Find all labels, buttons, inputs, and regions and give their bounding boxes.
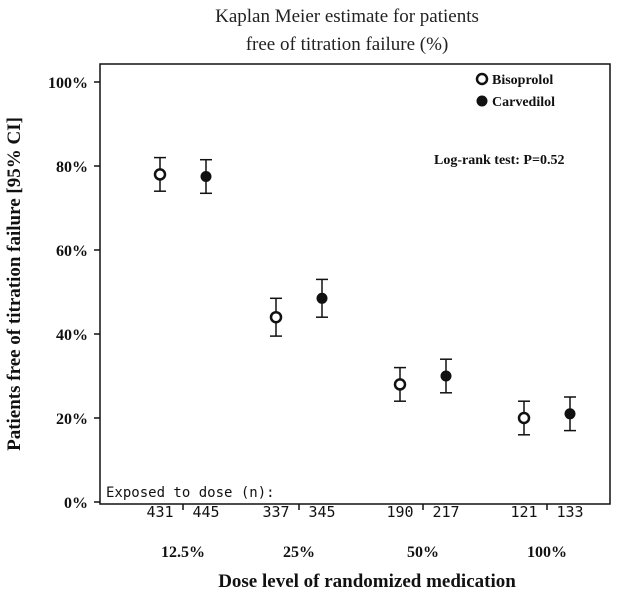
exposed-count: 431 <box>146 503 173 521</box>
legend-label-bisoprolol: Bisoprolol <box>492 73 553 88</box>
data-point <box>393 378 407 391</box>
exposed-count: 337 <box>262 503 289 521</box>
y-tick-label: 80% <box>56 159 88 176</box>
y-tick-label: 60% <box>56 243 88 260</box>
series-bisoprolol <box>153 156 531 436</box>
x-axis: 12.5% 25% 50% 100% <box>161 504 567 561</box>
y-tick-label: 40% <box>56 327 88 344</box>
y-axis: 0% 20% 40% 60% 80% 100% <box>48 75 100 512</box>
exposed-count: 217 <box>432 503 459 521</box>
exposed-counts: Exposed to dose (n): 431 337 190 121 445 345 2… <box>106 485 584 521</box>
exposed-count: 445 <box>192 503 219 521</box>
data-point <box>316 292 328 304</box>
x-tick-label: 12.5% <box>161 544 205 561</box>
exposed-count: 190 <box>386 503 413 521</box>
exposed-count: 133 <box>556 503 583 521</box>
data-point <box>200 171 212 182</box>
data-point <box>517 411 531 425</box>
y-tick-label: 0% <box>64 495 88 512</box>
series-layer <box>153 156 576 436</box>
chart-title-line-1: Kaplan Meier estimate for patients <box>215 6 479 27</box>
x-axis-title: Dose level of randomized medication <box>218 571 516 592</box>
data-point <box>440 370 452 382</box>
data-point <box>269 310 283 324</box>
legend-marker-bisoprolol <box>475 72 489 86</box>
chart-title: Kaplan Meier estimate for patients free … <box>215 6 479 55</box>
data-point <box>564 408 576 420</box>
x-tick-label: 50% <box>407 544 439 561</box>
y-tick-label: 20% <box>56 411 88 428</box>
logrank-annotation: Log-rank test: P=0.52 <box>434 153 564 168</box>
data-point <box>153 168 167 181</box>
plot-frame <box>99 63 611 505</box>
exposed-count: 121 <box>510 503 537 521</box>
y-axis-title: Patients free of titration failure [95% … <box>4 117 25 451</box>
exposed-label: Exposed to dose (n): <box>106 485 275 501</box>
legend: Bisoprolol Carvedilol <box>475 72 555 110</box>
exposed-count: 345 <box>308 503 335 521</box>
x-tick-label: 25% <box>283 544 315 561</box>
series-carvedilol <box>200 158 576 432</box>
y-tick-label: 100% <box>48 75 88 92</box>
x-tick-label: 100% <box>527 544 567 561</box>
chart-title-line-2: free of titration failure (%) <box>246 34 449 55</box>
legend-marker-carvedilol <box>476 95 488 107</box>
legend-label-carvedilol: Carvedilol <box>492 95 555 110</box>
